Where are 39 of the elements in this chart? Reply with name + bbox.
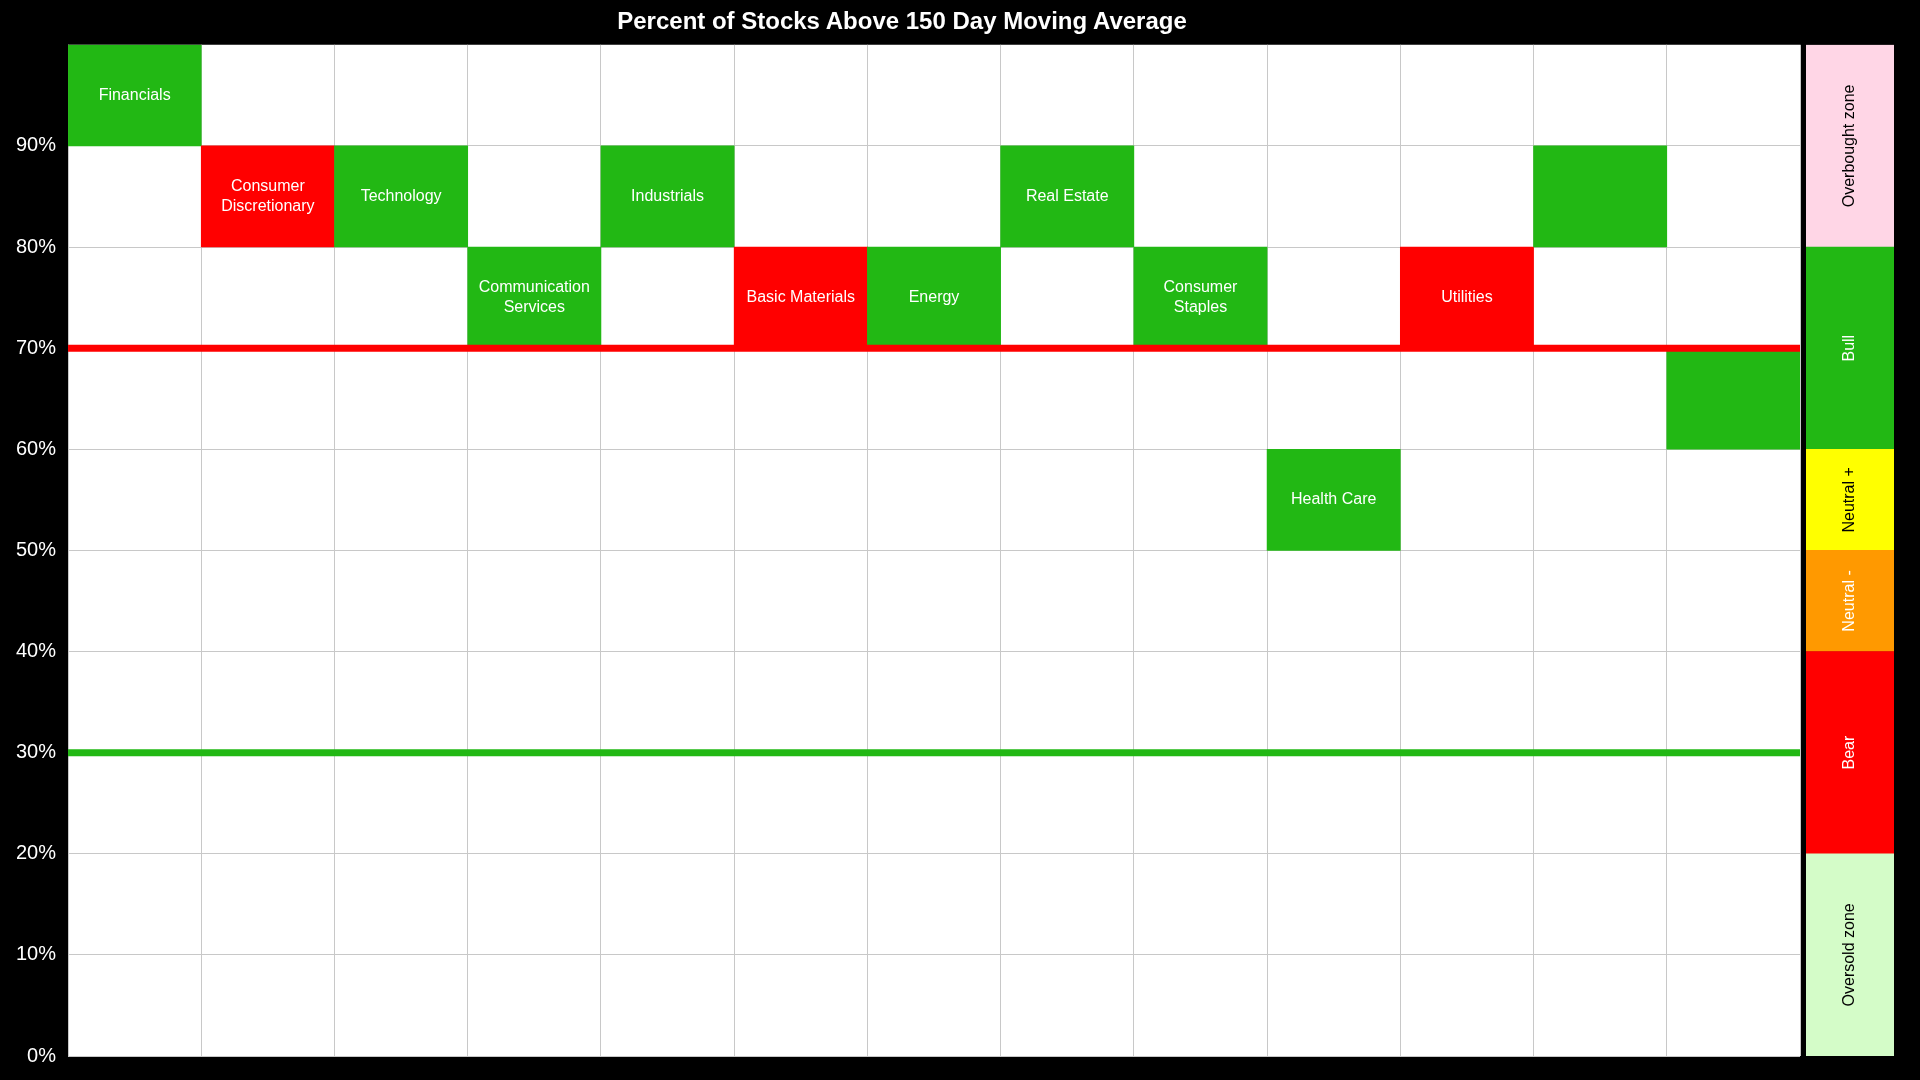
category-label: Technology	[360, 186, 442, 204]
category-label: Basic Materials	[746, 288, 856, 306]
bar	[1266, 448, 1401, 551]
bar	[1806, 448, 1894, 551]
bar	[68, 44, 202, 147]
series-label: Bear	[1840, 735, 1858, 770]
y-tick-label: 60%	[16, 436, 57, 459]
category-label: Industrials	[631, 186, 705, 204]
chart-title: Percent of Stocks Above 150 Day Moving Average	[617, 7, 1187, 35]
y-tick-label: 90%	[16, 133, 57, 156]
bar	[200, 145, 335, 248]
category-label: Health Care	[1291, 490, 1377, 508]
category-label: Utilities	[1441, 288, 1493, 306]
y-tick-label: 50%	[16, 537, 57, 560]
y-tick-label: 70%	[16, 335, 57, 358]
category-label: Real Estate	[1025, 186, 1109, 204]
bar	[600, 145, 735, 248]
y-tick-label: 30%	[16, 740, 57, 763]
y-tick-label: 80%	[16, 234, 57, 257]
bar	[1533, 145, 1668, 248]
y-tick-label: 10%	[16, 942, 57, 965]
y-tick-label: 40%	[16, 639, 57, 662]
bar	[1806, 246, 1894, 450]
category-label: Consumer Staples	[1163, 278, 1238, 316]
series-label: Neutral +	[1840, 467, 1858, 533]
series-label: Bull	[1840, 334, 1858, 362]
category-label: Consumer Discretionary	[221, 176, 315, 214]
bar	[1806, 853, 1894, 1056]
category-label: Energy	[908, 288, 960, 306]
series-label: Overbought zone	[1840, 84, 1858, 208]
bar	[1806, 550, 1894, 652]
series-label: Oversold zone	[1840, 903, 1858, 1007]
category-label: Communication Services	[478, 278, 590, 316]
series-label: Neutral -	[1840, 570, 1858, 632]
bar	[1806, 651, 1894, 855]
y-tick-label: 0%	[27, 1043, 57, 1066]
bar	[1806, 44, 1894, 248]
y-tick-label: 20%	[16, 841, 57, 864]
category-label: Financials	[98, 85, 171, 103]
